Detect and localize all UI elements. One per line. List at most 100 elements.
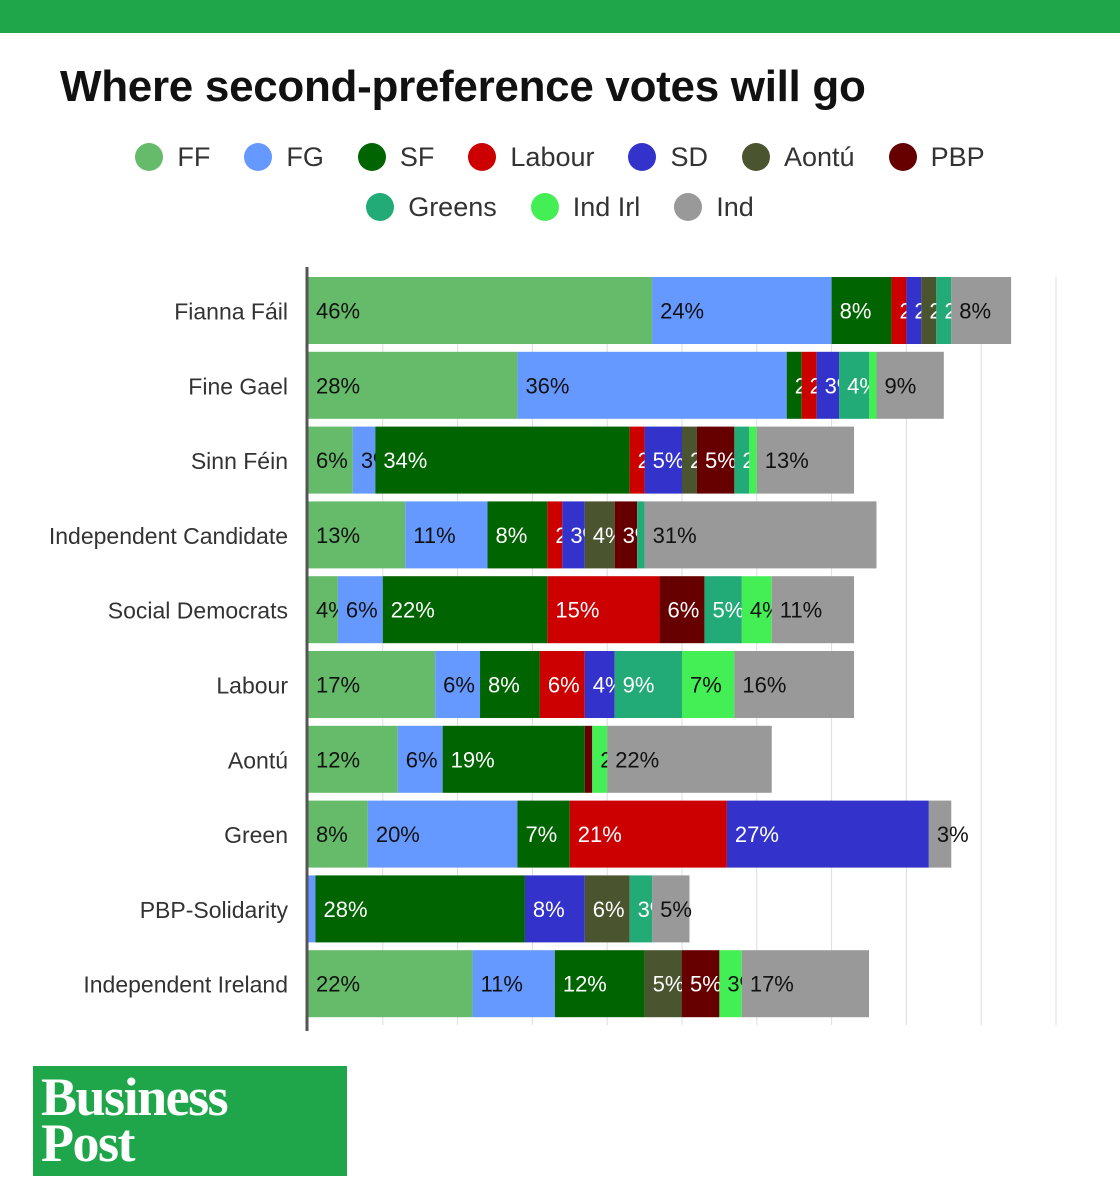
category-label: Social Democrats (108, 598, 288, 624)
bar-segment-aontu (644, 950, 682, 1018)
bar-segment-ind (652, 875, 690, 943)
bar-segment-ff (308, 426, 353, 494)
data-label: 22% (316, 972, 360, 997)
data-label: 36% (525, 373, 569, 398)
bar-segment-fg (397, 725, 443, 793)
data-label: 20% (376, 822, 420, 847)
logo-line-1: Business (41, 1067, 229, 1127)
bar-segment-labour (569, 800, 727, 868)
legend-label: Ind (716, 191, 754, 222)
bar-segment-sf (480, 651, 540, 718)
data-label: 8% (496, 523, 528, 548)
category-label: Sinn Féin (191, 448, 288, 474)
bar-segment-ind (771, 576, 855, 644)
bar-segment-ind-irl (749, 426, 757, 494)
bar-segment-ind (607, 725, 772, 793)
data-label: 8% (488, 673, 520, 698)
data-label: 8% (840, 299, 872, 324)
bar-segment-ff (308, 800, 368, 868)
bar-segment-sd (644, 426, 682, 494)
bar-segment-fg (652, 277, 832, 344)
data-label: 3% (937, 822, 969, 847)
bar-segment-ff (308, 950, 473, 1018)
legend-swatch (530, 193, 559, 221)
category-label: Green (224, 822, 288, 848)
bar-segment-fg (367, 800, 518, 868)
bar-segment-greens (734, 426, 750, 494)
legend-swatch (244, 143, 273, 171)
bar-segment-sd (816, 351, 840, 419)
bar-segment-ind-irl (741, 576, 772, 644)
bar-segment-fg (308, 875, 316, 943)
data-label: 46% (316, 299, 360, 324)
data-label: 8% (533, 897, 565, 922)
data-label: 12% (563, 972, 607, 997)
category-label: Aontú (228, 747, 288, 773)
data-label: 15% (555, 598, 599, 623)
legend-swatch (742, 143, 770, 171)
bar-segment-sd (584, 651, 615, 718)
bar-segment-labour (629, 426, 645, 494)
bar-segment-ff (308, 725, 398, 793)
legend-swatch (357, 143, 386, 171)
data-label: 12% (316, 747, 360, 772)
legend-label: FG (286, 141, 324, 172)
legend-swatch (674, 193, 703, 221)
bar-segment-pbp (584, 725, 593, 793)
category-label: Independent Candidate (49, 523, 288, 549)
legend-label: Labour (510, 141, 595, 172)
data-label: 5% (653, 972, 685, 997)
legend-item-labour: Labour (468, 142, 594, 172)
bar-segment-labour (547, 501, 563, 569)
bar-segment-sf (315, 875, 525, 943)
legend-item-sf: SF (357, 141, 435, 172)
bar-segment-ind (741, 950, 869, 1018)
bar-segment-aontu (682, 426, 697, 494)
bar-segment-ind-irl (682, 651, 735, 718)
legend-label: Greens (408, 191, 497, 222)
data-label: 16% (742, 673, 786, 698)
data-label: 5% (712, 598, 744, 623)
data-label: 13% (316, 523, 360, 548)
data-label: 9% (623, 673, 655, 698)
legend-label: PBP (930, 141, 985, 172)
data-label: 6% (316, 448, 348, 473)
bar-segment-ind (876, 351, 944, 419)
logo-line-2: Post (41, 1113, 135, 1173)
bar-segment-pbp (682, 950, 720, 1018)
bar-segment-sd (726, 800, 929, 868)
bar-segment-ff (308, 576, 338, 644)
bar-segment-sd (562, 501, 585, 569)
legend-item-sd: SD (628, 142, 708, 172)
data-label: 6% (548, 673, 580, 698)
bar-segment-sf (442, 725, 585, 793)
data-label: 22% (615, 747, 659, 772)
data-label: 6% (443, 673, 475, 698)
bar-segment-sf (831, 277, 892, 344)
category-label: PBP-Solidarity (140, 897, 289, 923)
bar-segment-ind-irl (719, 950, 742, 1018)
data-label: 5% (705, 448, 737, 473)
data-label: 22% (391, 598, 435, 623)
bar-segment-greens (704, 576, 742, 644)
bar-segment-fg (352, 426, 376, 494)
bar-segment-labour (891, 277, 907, 344)
legend-swatch (468, 143, 497, 171)
legend-item-fg: FG (244, 142, 324, 172)
legend-item-greens: Greens (366, 192, 497, 222)
bar-segment-ind-irl (869, 351, 877, 419)
category-label: Independent Ireland (83, 972, 288, 998)
data-label: 24% (660, 299, 704, 324)
bar-segment-sf (554, 950, 645, 1018)
bar-segment-ind (734, 651, 855, 718)
bar-segment-pbp (659, 576, 705, 644)
data-label: 7% (525, 822, 557, 847)
data-label: 5% (660, 897, 692, 922)
legend-label: SF (399, 141, 435, 172)
legend-label: FF (177, 141, 211, 172)
bar-segment-greens (637, 501, 645, 569)
top-accent-bar (0, 0, 1120, 33)
chart-legend: FF FG SF Labour SD Aontú PBP Greens Ind Irl Ind (40, 142, 1080, 222)
bar-segment-sd (906, 277, 922, 344)
bar-segment-fg (337, 576, 383, 644)
